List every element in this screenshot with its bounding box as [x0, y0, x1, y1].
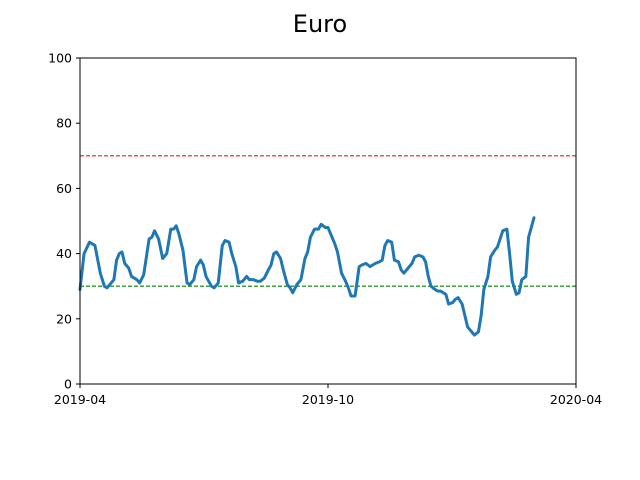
x-tick-label-2020-04: 2020-04 [550, 392, 602, 407]
series-layer [78, 216, 536, 337]
x-tick-label-2019-10: 2019-10 [302, 392, 354, 407]
reference-lines [80, 155, 576, 287]
y-axis: 0 20 40 60 80 100 [48, 51, 80, 392]
x-tick-label-2019-04: 2019-04 [54, 392, 106, 407]
y-tick-label-40: 40 [56, 246, 72, 261]
y-tick-label-0: 0 [64, 377, 72, 392]
y-tick-label-60: 60 [56, 181, 72, 196]
y-tick-label-80: 80 [56, 116, 72, 131]
chart-title: Euro [293, 10, 347, 38]
x-axis: 2019-04 2019-10 2020-04 [54, 384, 602, 407]
series-line-0 [78, 216, 536, 337]
y-tick-label-100: 100 [48, 51, 72, 66]
y-tick-label-20: 20 [56, 311, 72, 326]
